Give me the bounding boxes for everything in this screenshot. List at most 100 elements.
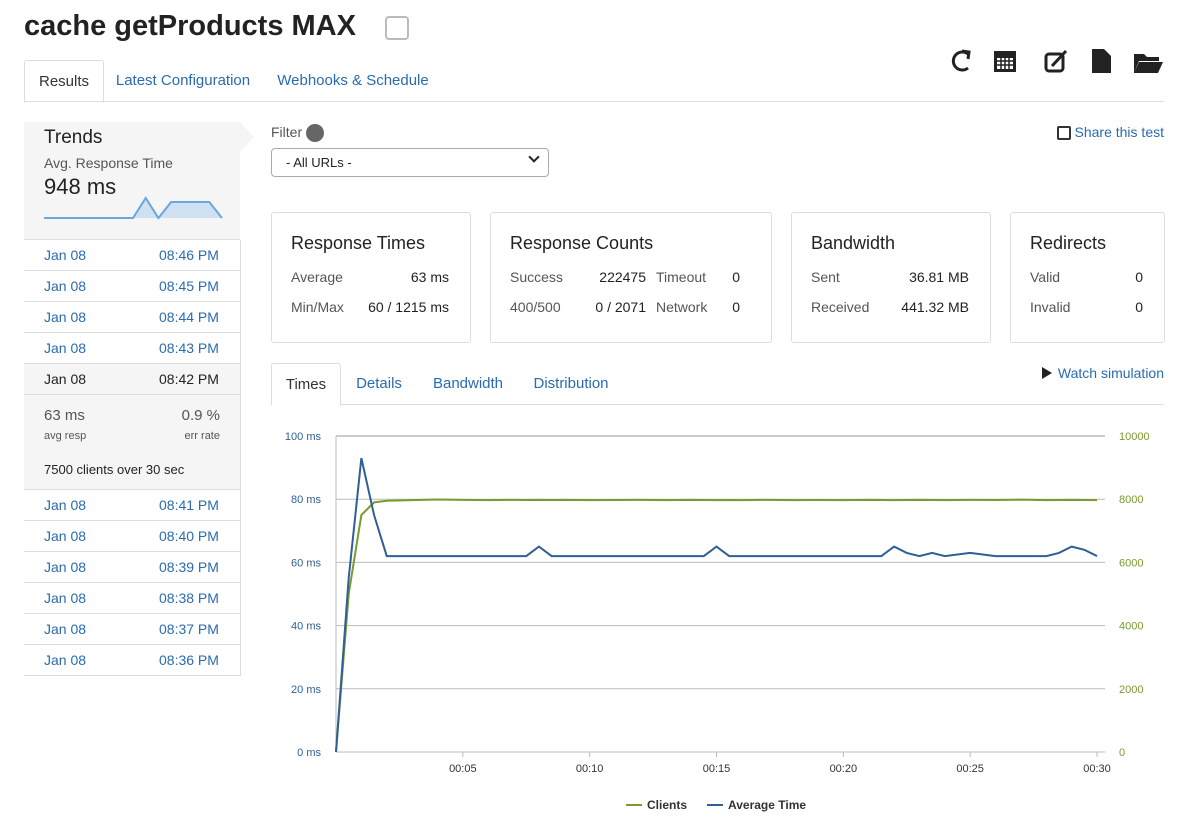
card-label: 400/500 <box>510 299 561 315</box>
run-row[interactable] <box>24 364 241 395</box>
clients-part: 7500 <box>44 462 73 477</box>
card-value: 0 / 2071 <box>595 299 646 315</box>
trends-value: 948 ms <box>44 174 117 199</box>
card-value: 0 <box>1135 269 1143 285</box>
card-label: Network <box>656 299 708 315</box>
card-title: Bandwidth <box>811 233 896 253</box>
run-row[interactable] <box>24 521 241 552</box>
chart-tab[interactable]: Times <box>271 363 341 406</box>
run-row[interactable] <box>24 240 241 271</box>
y-tick-label: 80 ms <box>291 494 321 506</box>
toolbar <box>951 49 1163 73</box>
y2-tick-label: 4000 <box>1119 621 1143 633</box>
card-title: Redirects <box>1030 233 1107 253</box>
run-row[interactable] <box>24 583 241 614</box>
run-date: Jan 08 <box>44 528 87 544</box>
calendar-icon[interactable] <box>994 51 1016 72</box>
run-row[interactable] <box>24 333 241 364</box>
run-date: Jan 08 <box>44 621 87 637</box>
chart-tab[interactable]: Distribution <box>533 375 609 392</box>
trends-box <box>24 122 240 240</box>
run-time: 08:46 PM <box>159 247 219 263</box>
card-value: 222475 <box>599 269 646 285</box>
run-row[interactable] <box>24 302 241 333</box>
card-title: Response Counts <box>510 233 654 253</box>
page-title: cache getProducts MAX <box>24 10 356 42</box>
series-line <box>335 498 1098 753</box>
title-edit-icon[interactable] <box>385 16 409 40</box>
clients-part: sec <box>164 462 185 477</box>
card-value: 36.81 MB <box>909 269 969 285</box>
edit-icon[interactable] <box>1044 49 1068 73</box>
run-date: Jan 08 <box>44 652 87 668</box>
trends-arrow <box>240 122 254 152</box>
card-label: Valid <box>1030 269 1061 285</box>
card-label: Success <box>510 269 563 285</box>
tab[interactable]: Webhooks & Schedule <box>277 72 429 89</box>
x-tick-label: 00:25 <box>956 763 984 775</box>
run-row[interactable] <box>24 614 241 645</box>
tab[interactable]: Results <box>24 60 104 103</box>
y2-tick-label: 0 <box>1119 747 1125 759</box>
card-label: Sent <box>811 269 840 285</box>
run-row[interactable] <box>24 271 241 302</box>
sel-avg-label: avg resp <box>44 430 87 442</box>
run-row[interactable] <box>24 490 241 521</box>
run-date: Jan 08 <box>44 559 87 575</box>
card-value: 63 ms <box>410 269 449 285</box>
x-tick-label: 00:05 <box>449 763 477 775</box>
stat-card <box>791 212 991 343</box>
x-tick-label: 00:30 <box>1083 763 1111 775</box>
legend-label: Clients <box>647 798 687 812</box>
card-label: Received <box>811 299 870 315</box>
run-time: 08:44 PM <box>159 309 219 325</box>
trends-title: Trends <box>44 127 103 148</box>
filter-select[interactable]: - All URLs - <box>271 148 549 177</box>
run-date: Jan 08 <box>44 590 87 606</box>
run-time: 08:38 PM <box>159 590 219 606</box>
card-value: 0 <box>1135 299 1143 315</box>
run-date: Jan 08 <box>44 371 87 387</box>
watch-link[interactable]: Watch simulation <box>1057 365 1164 381</box>
chart-tab[interactable]: Bandwidth <box>432 375 504 392</box>
y2-tick-label: 8000 <box>1119 494 1143 506</box>
run-date: Jan 08 <box>44 340 87 356</box>
y2-tick-label: 10000 <box>1119 431 1150 443</box>
x-tick-label: 00:15 <box>703 763 731 775</box>
run-time: 08:40 PM <box>159 528 219 544</box>
run-time: 08:36 PM <box>159 652 219 668</box>
run-date: Jan 08 <box>44 309 87 325</box>
share-link[interactable]: Share this test <box>1074 124 1165 140</box>
sel-err-label: err rate <box>184 430 220 442</box>
run-row[interactable] <box>24 645 241 676</box>
y2-tick-label: 2000 <box>1119 684 1143 696</box>
card-label: Min/Max <box>291 299 344 315</box>
y-tick-label: 60 ms <box>291 557 321 569</box>
sel-clients: 7500 clients over 30 sec <box>44 462 184 477</box>
run-time: 08:39 PM <box>159 559 219 575</box>
filter-label: Filter <box>271 124 303 140</box>
card-label: Average <box>291 269 343 285</box>
card-value: 441.32 MB <box>901 299 969 315</box>
card-label: Timeout <box>656 269 707 285</box>
sel-err: 0.9 % <box>181 407 220 424</box>
y-tick-label: 0 ms <box>297 747 321 759</box>
run-time: 08:45 PM <box>159 278 219 294</box>
run-date: Jan 08 <box>44 497 87 513</box>
filter-info <box>306 124 324 142</box>
tab[interactable]: Latest Configuration <box>115 72 251 89</box>
chart-tab[interactable]: Details <box>356 375 402 392</box>
run-time: 08:37 PM <box>159 621 219 637</box>
run-row[interactable] <box>24 552 241 583</box>
series-line <box>335 457 1098 753</box>
card-value: 60 / 1215 ms <box>368 299 449 315</box>
y-tick-label: 20 ms <box>291 684 321 696</box>
run-date: Jan 08 <box>44 278 87 294</box>
folder-icon[interactable] <box>1134 54 1163 73</box>
run-time: 08:42 PM <box>159 371 219 387</box>
share-icon <box>1057 126 1071 140</box>
refresh-icon[interactable] <box>951 49 971 72</box>
file-icon[interactable] <box>1092 49 1111 73</box>
y2-tick-label: 6000 <box>1119 557 1143 569</box>
